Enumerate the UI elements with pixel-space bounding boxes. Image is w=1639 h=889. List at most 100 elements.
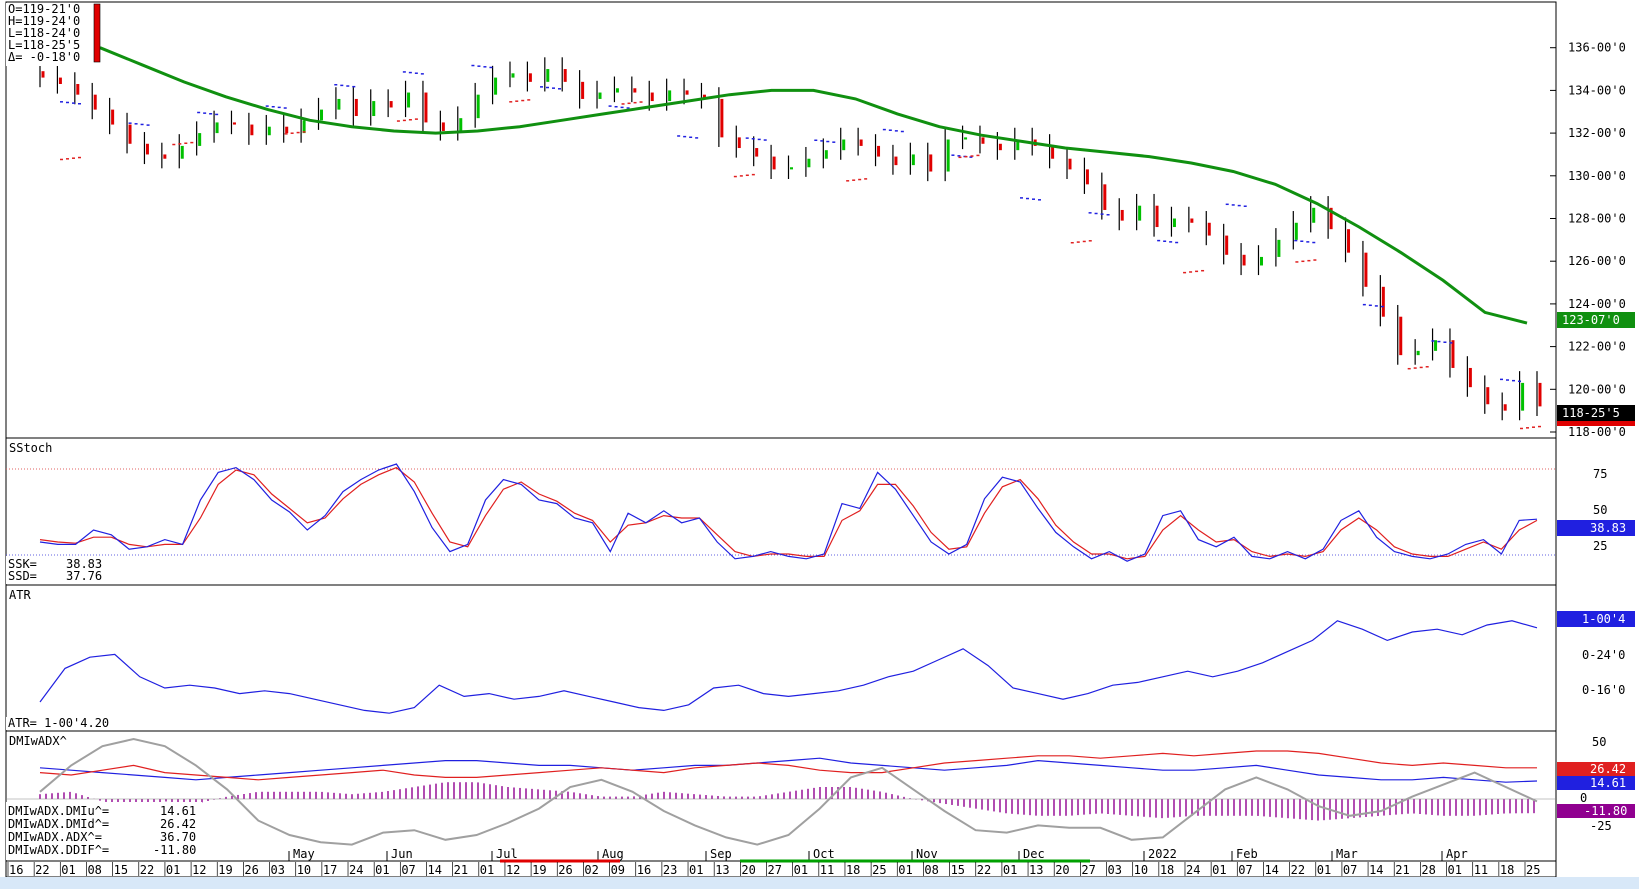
candle-body [1138, 205, 1142, 221]
sar-dot [146, 124, 150, 126]
sar-dot [626, 107, 630, 109]
sar-dot [1300, 240, 1304, 242]
candle-body [1381, 286, 1385, 317]
sar-dot [60, 158, 63, 161]
sar-dot [414, 72, 418, 74]
candle-body [250, 124, 254, 136]
sar-dot [633, 101, 637, 104]
candle-body [650, 92, 654, 102]
day-label: 15 [114, 863, 128, 877]
dmi-down-tag-text: 26.42 [1590, 762, 1626, 776]
candle-body [1051, 145, 1055, 159]
day-label: 02 [584, 863, 598, 877]
sar-dot [471, 64, 475, 67]
candle-body [511, 73, 515, 78]
atr-tick-16: 0-16'0 [1582, 683, 1625, 697]
ma-tag-text: 123-07'0 [1562, 313, 1620, 327]
sar-dot [1231, 204, 1235, 206]
dmi-tick-minus25: -25 [1590, 819, 1612, 833]
sar-dot [509, 101, 513, 103]
candle-body [1225, 235, 1229, 255]
atr-readout: ATR= 1-00'4.20 [8, 716, 109, 730]
dmi-readout: DMIwADX.DMIu^= 14.61 DMIwADX.DMId^= 26.4… [6, 802, 202, 860]
day-label: 07 [1343, 863, 1357, 877]
candle-body [894, 156, 898, 166]
sar-dot [1532, 426, 1535, 428]
sar-dot [558, 88, 561, 90]
day-label: 01 [1317, 863, 1331, 877]
sar-dot [1380, 305, 1384, 308]
price-tick-label: 118-00'0 [1568, 425, 1626, 439]
candle-body [563, 69, 567, 82]
day-label: 16 [9, 863, 23, 877]
day-label: 22 [35, 863, 49, 877]
day-label: 24 [1186, 863, 1200, 877]
candle-body [1085, 169, 1089, 185]
day-label: 01 [375, 863, 389, 877]
sar-dot [271, 105, 275, 108]
candle-body [1277, 239, 1281, 257]
day-label: 19 [532, 863, 546, 877]
sar-dot [1306, 241, 1310, 243]
day-label: 13 [1029, 863, 1043, 877]
day-label: 10 [297, 863, 311, 877]
sar-dot [1368, 304, 1372, 307]
adx-value: 36.70 [160, 830, 196, 844]
dmi-down-line [39, 750, 1537, 781]
ssk-line [39, 463, 1538, 562]
atr-value-tag: 1-00'4 [1557, 611, 1635, 627]
candle-body [824, 150, 828, 159]
day-label: 01 [898, 863, 912, 877]
price-tick-label: 128-00'0 [1568, 212, 1626, 226]
sar-dot [1237, 204, 1241, 207]
moving-average-line [99, 46, 1528, 325]
sar-dot [483, 66, 487, 68]
candle-body [981, 137, 985, 144]
month-label: Dec [1023, 847, 1045, 861]
adx-label: DMIwADX.ADX^= [8, 830, 102, 844]
sar-dot [1294, 239, 1298, 242]
dmi-down-tag: 26.42 [1557, 762, 1635, 776]
day-label: 21 [1395, 863, 1409, 877]
price-tick-label: 122-00'0 [1568, 340, 1626, 354]
candle-body [1503, 404, 1507, 411]
price-tick-label: 132-00'0 [1568, 126, 1626, 140]
sar-dot [515, 100, 519, 102]
day-label: 21 [454, 863, 468, 877]
sar-dot [1189, 271, 1193, 273]
month-label: Mar [1336, 847, 1358, 861]
sar-dot [858, 178, 862, 181]
sar-dot [745, 174, 749, 177]
month-label: Sep [710, 847, 732, 861]
price-tick-label: 130-00'0 [1568, 169, 1626, 183]
candle-body [1486, 387, 1490, 405]
ssk-value: 38.83 [66, 557, 102, 571]
sar-dot [1526, 427, 1529, 429]
month-label: Oct [813, 847, 835, 861]
atr-tag-text: 1-00'4 [1582, 612, 1625, 626]
sar-dot [140, 123, 144, 126]
month-label: Aug [602, 847, 624, 861]
dmi-up-label: DMIwADX.DMIu^= [8, 804, 109, 818]
sar-dot [1201, 269, 1205, 272]
sar-dot [976, 154, 980, 157]
candle-body [877, 145, 881, 157]
candle-body [615, 88, 619, 93]
candle-body [1242, 254, 1246, 266]
sar-dot [203, 112, 207, 114]
sar-dot [521, 99, 525, 102]
sar-dot [846, 180, 850, 182]
candle-body [668, 90, 672, 102]
ddif-tag-text: -11.80 [1584, 804, 1627, 818]
day-label: 13 [715, 863, 729, 877]
sar-dot [1070, 241, 1074, 244]
candle-body [842, 139, 846, 151]
day-label: 01 [1448, 863, 1462, 877]
dmi-up-value: 14.61 [160, 804, 196, 818]
sar-dot [60, 101, 63, 103]
ma-value-tag: 123-07'0 [1557, 312, 1635, 328]
atr-readout-bg [6, 717, 120, 730]
day-label: 18 [1500, 863, 1514, 877]
price-tick-label: 126-00'0 [1568, 254, 1626, 268]
